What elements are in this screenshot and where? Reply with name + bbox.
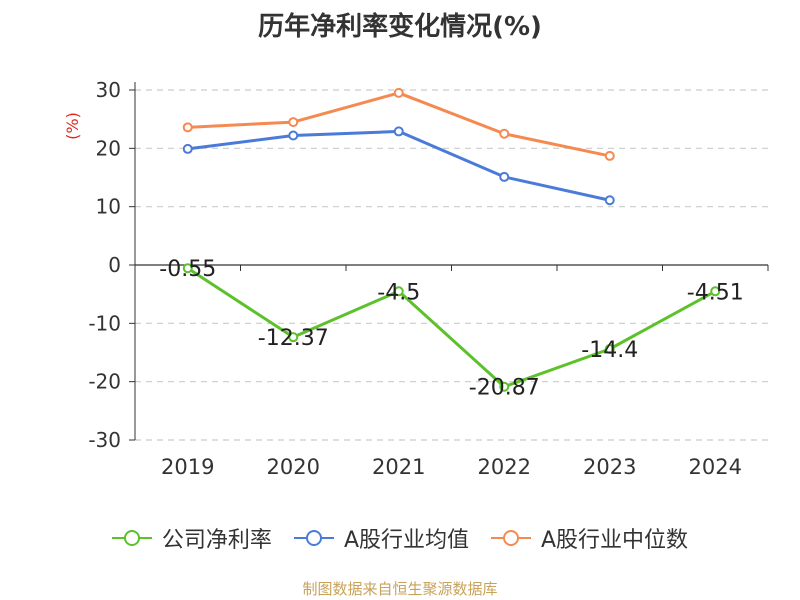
data-point — [182, 122, 193, 133]
data-point — [182, 143, 193, 154]
legend-item-industry-mean[interactable]: A股行业均值 — [293, 522, 469, 554]
data-label: -14.4 — [581, 338, 638, 363]
y-axis-label: (%) — [63, 112, 82, 140]
legend-marker-industry-mean — [293, 530, 334, 546]
data-point — [393, 126, 404, 137]
legend: 公司净利率 A股行业均值 A股行业中位数 — [0, 522, 800, 554]
chart-title: 历年净利率变化情况(%) — [258, 12, 542, 42]
y-tick-label: -30 — [88, 428, 121, 452]
x-tick-label: 2022 — [478, 455, 531, 479]
data-label: -4.5 — [377, 280, 420, 305]
series-line — [186, 266, 716, 389]
data-point — [288, 130, 299, 141]
y-tick-label: -10 — [88, 311, 121, 335]
legend-label-company: 公司净利率 — [161, 528, 272, 553]
y-tick-label: 20 — [96, 136, 121, 160]
y-tick-label: 30 — [96, 78, 121, 102]
legend-item-company[interactable]: 公司净利率 — [111, 522, 272, 554]
x-tick-label: 2020 — [267, 455, 320, 479]
series-line — [187, 91, 611, 158]
data-point — [393, 87, 404, 98]
data-point — [393, 286, 404, 297]
data-point — [499, 128, 510, 139]
data-point — [604, 344, 615, 354]
data-label: -4.51 — [687, 280, 744, 305]
legend-label-industry-median: A股行业中位数 — [541, 528, 689, 553]
data-point — [710, 286, 721, 297]
data-point — [288, 332, 299, 343]
y-tick-label: -20 — [88, 370, 121, 394]
data-label: -0.55 — [159, 257, 216, 282]
data-point — [499, 171, 510, 182]
y-tick-label: 10 — [96, 195, 121, 219]
x-tick-label: 2021 — [372, 455, 425, 479]
data-source: 制图数据来自恒生聚源数据库 — [302, 580, 498, 598]
legend-item-industry-median[interactable]: A股行业中位数 — [491, 522, 688, 554]
data-label: -12.37 — [258, 326, 329, 351]
data-point — [604, 195, 615, 206]
x-tick-label: 2024 — [689, 455, 742, 479]
legend-marker-industry-median — [491, 530, 531, 546]
data-point — [288, 117, 299, 128]
x-tick-label: 2023 — [583, 455, 636, 479]
data-point — [604, 150, 615, 161]
x-tick-label: 2019 — [161, 455, 214, 479]
legend-label-industry-mean: A股行业均值 — [343, 528, 469, 553]
data-label: -20.87 — [469, 376, 540, 401]
data-point — [182, 263, 193, 274]
y-tick-label: 0 — [108, 253, 121, 277]
legend-marker-company — [111, 530, 152, 546]
data-point — [499, 381, 510, 392]
